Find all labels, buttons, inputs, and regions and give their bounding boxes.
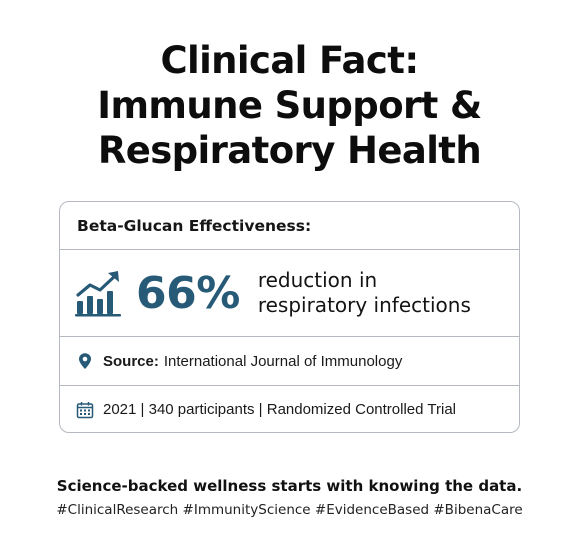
calendar-icon <box>76 401 94 418</box>
meta-row: 2021 | 340 participants | Randomized Con… <box>60 386 519 433</box>
stat-desc-line-1: reduction in <box>257 268 378 292</box>
divider <box>60 336 519 337</box>
source-text: International Journal of Immunology <box>163 352 403 370</box>
stat-value: 66% <box>136 267 240 319</box>
fact-card: Beta-Glucan Effectiveness: 66% reduction… <box>59 201 520 433</box>
meta-text: 2021 | 340 participants | Randomized Con… <box>103 401 456 418</box>
divider <box>60 385 519 386</box>
title-line-2: Immune Support & <box>97 84 482 127</box>
hashtags: #ClinicalResearch #ImmunityScience #Evid… <box>56 502 523 518</box>
page-title: Clinical Fact: Immune Support & Respirat… <box>0 38 579 173</box>
source-label: Source: <box>103 352 159 370</box>
location-pin-icon <box>79 353 91 369</box>
stat-desc-line-2: respiratory infections <box>257 293 471 317</box>
divider <box>60 249 519 250</box>
title-line-3: Respiratory Health <box>97 129 482 172</box>
title-line-1: Clinical Fact: <box>160 39 419 82</box>
tagline: Science-backed wellness starts with know… <box>56 477 523 495</box>
card-header: Beta-Glucan Effectiveness: <box>77 216 312 235</box>
source-row: Source: International Journal of Immunol… <box>60 337 519 385</box>
stat-row: 66% reduction in respiratory infections <box>60 250 519 336</box>
growth-chart-icon <box>75 271 121 317</box>
stat-description: reduction in respiratory infections <box>258 268 471 318</box>
